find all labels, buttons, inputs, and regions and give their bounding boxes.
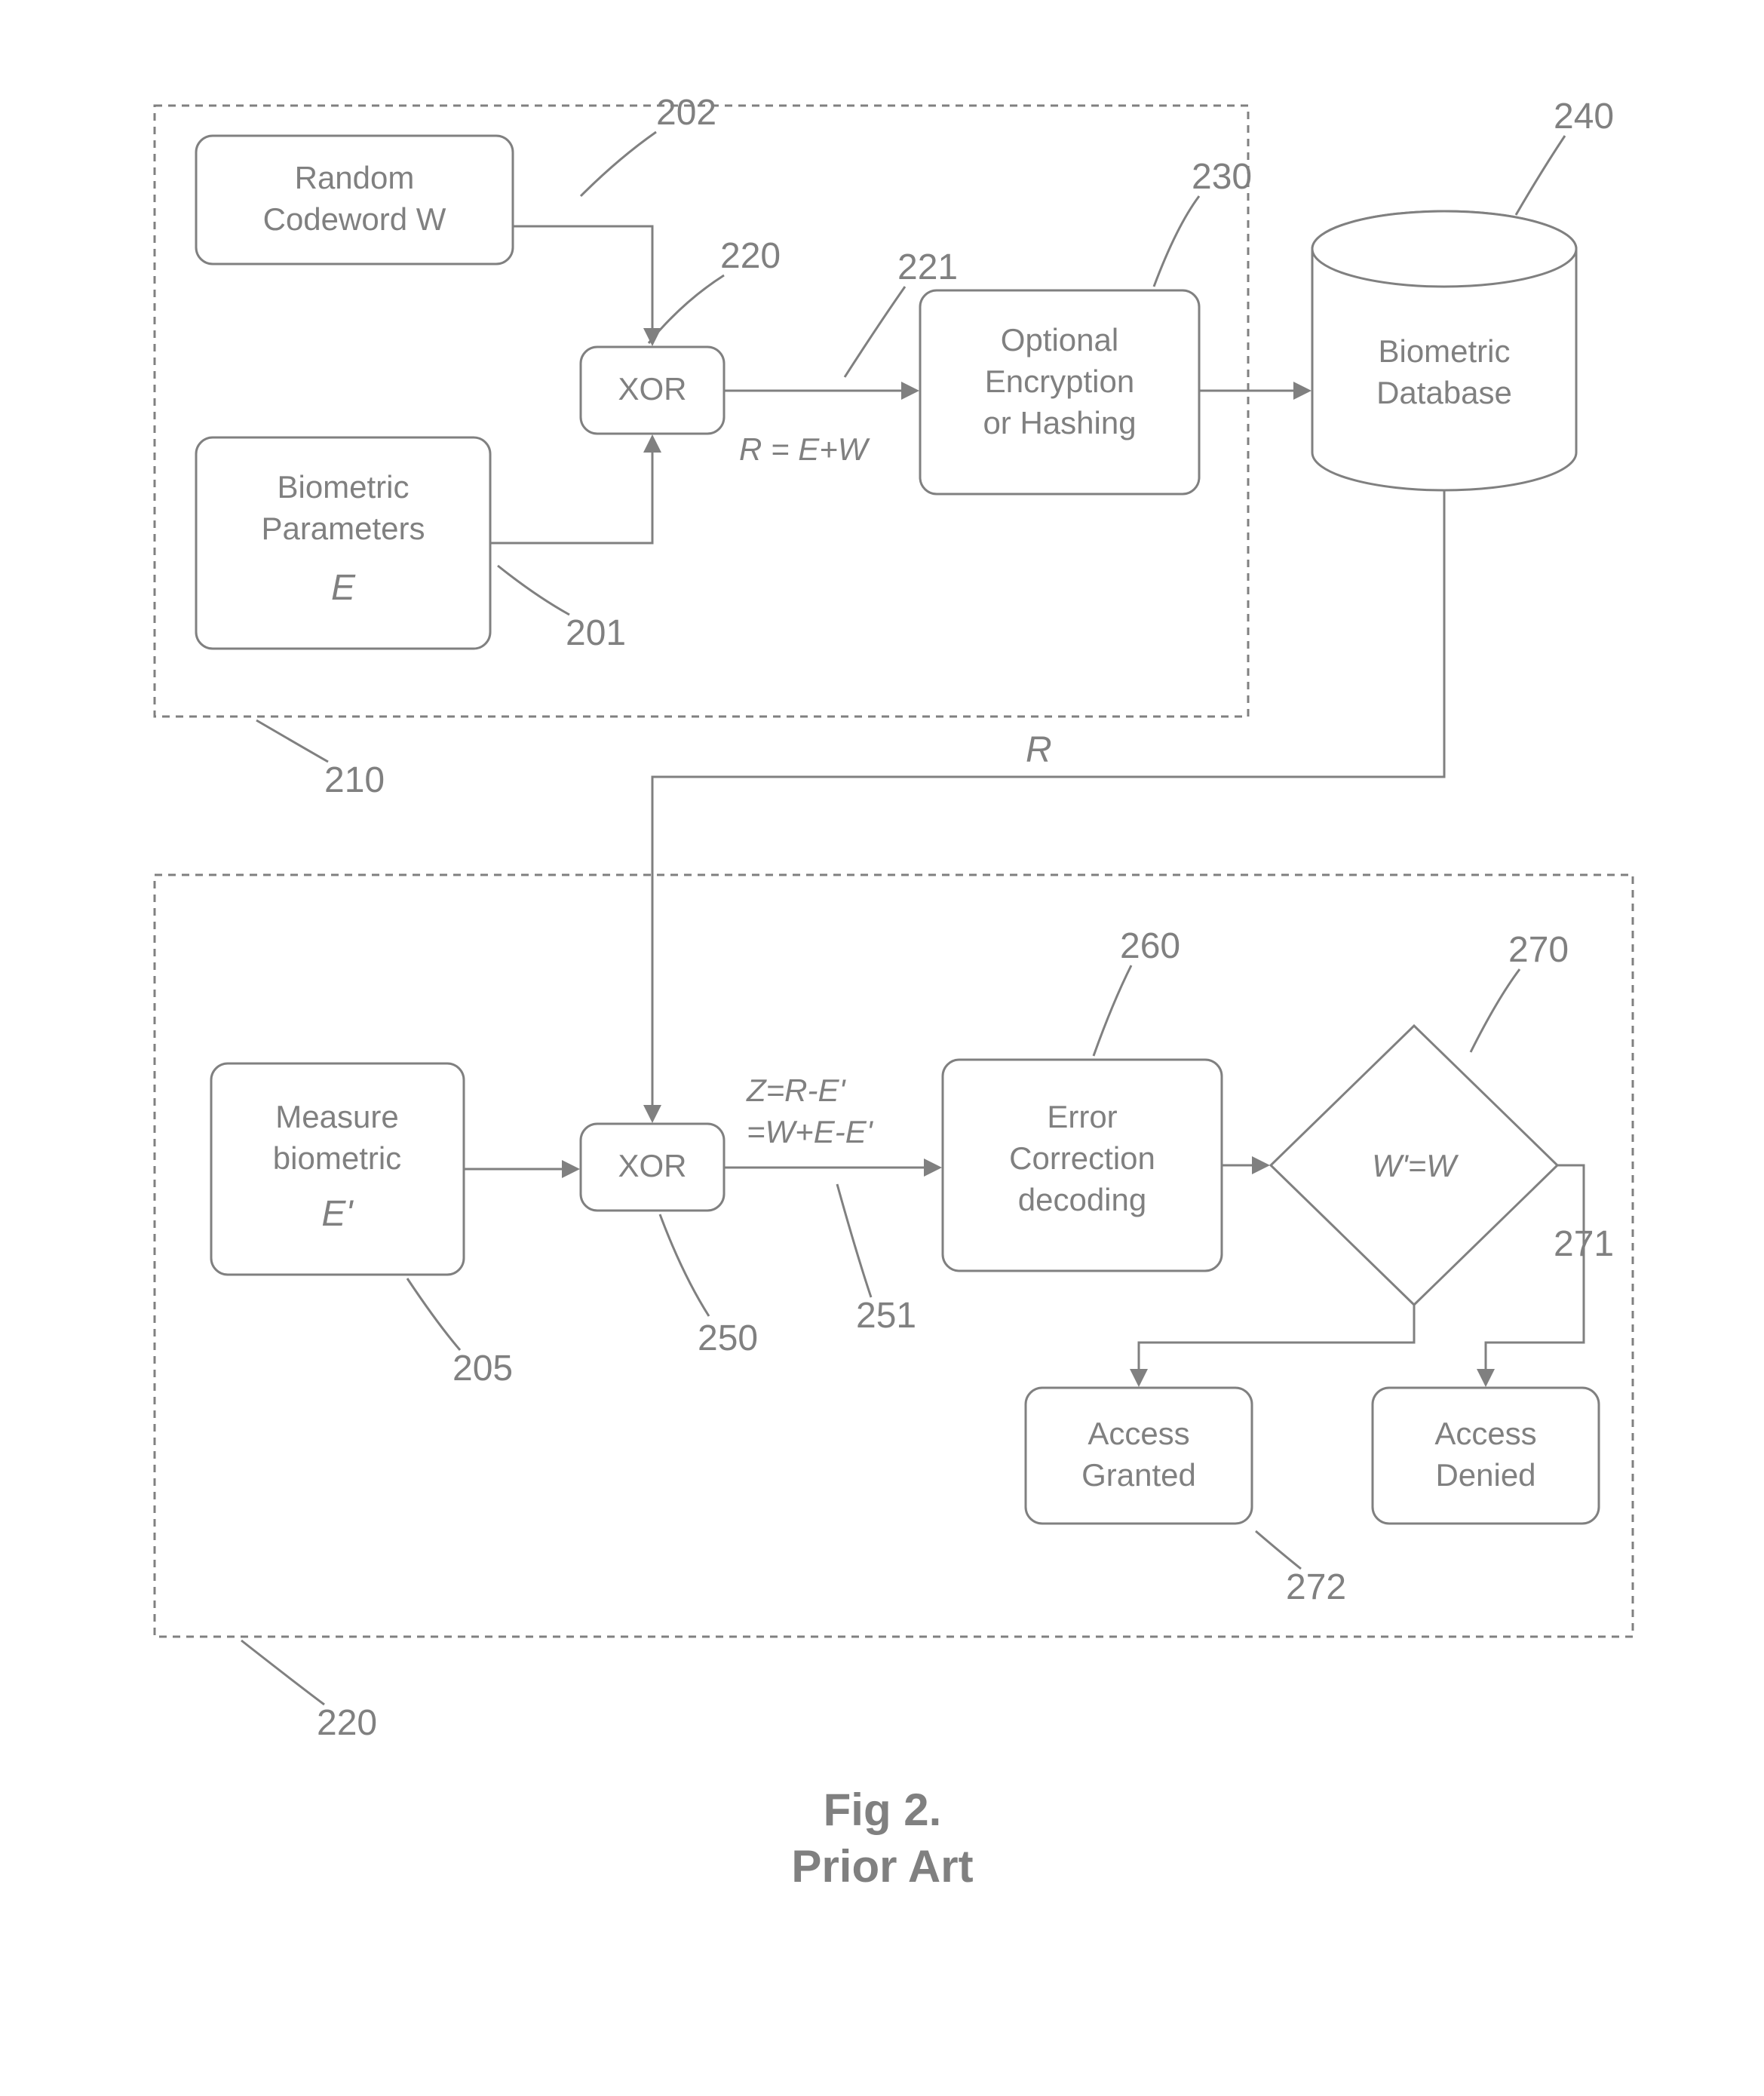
leader-220a [241, 1640, 324, 1705]
leader-260 [1094, 965, 1131, 1056]
ref-202: 202 [656, 93, 716, 133]
random-codeword-box [196, 136, 513, 264]
ref-enroll-phase: 210 [324, 760, 385, 800]
ecc-l1: Error [1047, 1099, 1117, 1134]
leader-251 [837, 1184, 871, 1297]
ref-encryption: 230 [1192, 157, 1252, 197]
granted-box [1026, 1388, 1252, 1524]
ref-granted: 272 [1286, 1567, 1346, 1607]
random-codeword-l2: Codeword W [263, 201, 446, 237]
ref-auth-eq: 251 [856, 1296, 916, 1336]
enroll-eq-label: R = E+W [739, 431, 870, 467]
leader-221 [845, 287, 905, 377]
ref-biometric-params: 201 [566, 613, 626, 653]
decision-label: W'=W [1372, 1148, 1459, 1183]
ecc-l3: decoding [1018, 1182, 1146, 1217]
biometric-params-l1: Biometric [277, 469, 409, 505]
ecc-l2: Correction [1009, 1140, 1155, 1176]
leader-230 [1154, 196, 1199, 287]
auth-xor-label: XOR [618, 1148, 686, 1183]
leader-270 [1471, 969, 1520, 1052]
leader-210 [256, 720, 328, 762]
leader-272 [1256, 1531, 1301, 1569]
encryption-l3: or Hashing [983, 405, 1136, 440]
encryption-l1: Optional [1001, 322, 1118, 358]
auth-eq-l2: =W+E-E' [747, 1114, 874, 1149]
ref-enroll-xor: 220 [720, 236, 781, 276]
diagram-canvas: Random Codeword W Biometric Parameters E… [0, 0, 1764, 2096]
database-l1: Biometric [1378, 333, 1510, 369]
measure-l2: biometric [273, 1140, 401, 1176]
granted-l2: Granted [1081, 1457, 1196, 1493]
random-codeword-l1: Random [295, 160, 415, 195]
enroll-xor-label: XOR [618, 371, 686, 407]
edge-params-xor [490, 437, 652, 543]
leader-201 [498, 566, 569, 615]
edge-cmp-granted [1139, 1305, 1414, 1384]
fig-label-l1: Fig 2. [824, 1785, 942, 1835]
encryption-l2: Encryption [985, 364, 1134, 399]
ref-denied: 271 [1554, 1224, 1614, 1264]
ref-cmp: 270 [1508, 930, 1569, 970]
leader-202 [581, 132, 656, 196]
denied-box [1373, 1388, 1599, 1524]
leader-240 [1516, 136, 1565, 215]
edge-codeword-xor [513, 226, 652, 343]
denied-l2: Denied [1435, 1457, 1535, 1493]
biometric-params-l3: E [331, 568, 356, 608]
auth-eq-l1: Z=R-E' [746, 1073, 847, 1108]
ref-ecc: 260 [1120, 926, 1180, 966]
fig-label-l2: Prior Art [791, 1841, 973, 1892]
leader-205 [407, 1278, 460, 1350]
leader-220e [649, 275, 724, 343]
database-l2: Database [1376, 375, 1512, 410]
granted-l1: Access [1088, 1416, 1189, 1451]
biometric-params-l2: Parameters [261, 511, 425, 546]
ref-enroll-eq: 221 [897, 247, 958, 287]
edge-db-xor [652, 490, 1444, 1120]
ref-measure: 205 [453, 1349, 513, 1389]
ref-database: 240 [1554, 97, 1614, 137]
leader-250 [660, 1214, 709, 1316]
measure-l1: Measure [275, 1099, 398, 1134]
ref-auth-phase: 220 [317, 1703, 377, 1743]
denied-l1: Access [1434, 1416, 1536, 1451]
measure-l3: E' [321, 1194, 354, 1234]
path-R-label: R [1026, 730, 1052, 770]
ref-auth-xor: 250 [698, 1318, 758, 1358]
